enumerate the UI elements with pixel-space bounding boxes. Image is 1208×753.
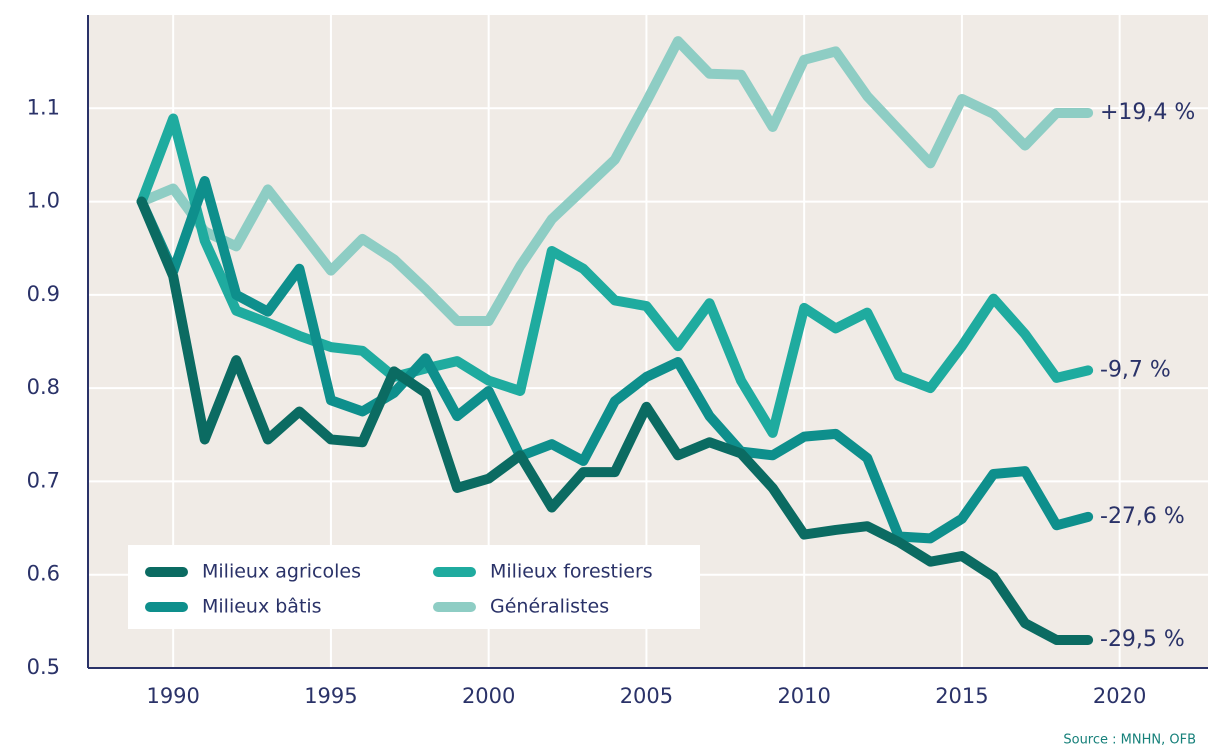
end-label: +19,4 % xyxy=(1100,100,1195,125)
series-line xyxy=(136,36,1094,326)
x-tick-label: 1995 xyxy=(304,684,357,708)
legend-label: Milieux agricoles xyxy=(202,561,361,583)
x-tick-label: 2005 xyxy=(620,684,673,708)
x-tick-label: 2015 xyxy=(935,684,988,708)
y-tick-label: 1.1 xyxy=(27,95,60,119)
series-line xyxy=(136,196,1094,646)
x-tick-label: 2000 xyxy=(462,684,515,708)
legend-label: Généralistes xyxy=(490,596,609,618)
x-tick-label: 1990 xyxy=(146,684,199,708)
end-label: -9,7 % xyxy=(1100,357,1171,382)
legend xyxy=(128,545,700,629)
series-line xyxy=(136,113,1094,438)
y-tick-label: 0.5 xyxy=(27,655,60,679)
legend-label: Milieux bâtis xyxy=(202,596,322,618)
x-tick-label: 2010 xyxy=(777,684,830,708)
y-tick-label: 0.9 xyxy=(27,282,60,306)
y-tick-label: 1.0 xyxy=(27,189,60,213)
x-tick-label: 2020 xyxy=(1093,684,1146,708)
source: Source : MNHN, OFB xyxy=(1063,733,1196,748)
series-line xyxy=(136,176,1094,544)
end-label: -29,5 % xyxy=(1100,627,1185,652)
y-tick-label: 0.7 xyxy=(27,468,60,492)
end-label: -27,6 % xyxy=(1100,504,1185,529)
y-tick-label: 0.6 xyxy=(27,562,60,586)
y-tick-label: 0.8 xyxy=(27,375,60,399)
legend-label: Milieux forestiers xyxy=(490,561,653,583)
